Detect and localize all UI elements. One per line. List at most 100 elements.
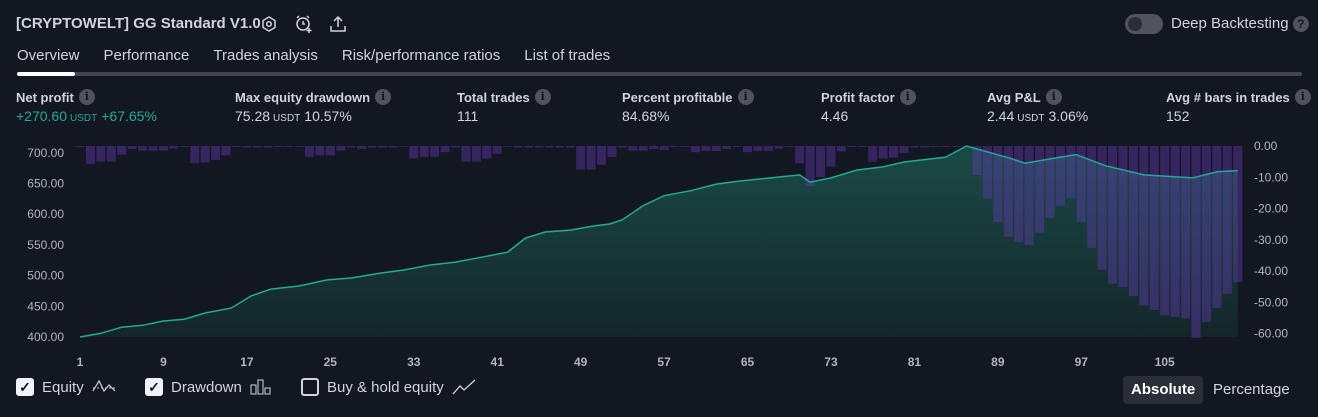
drawdown-bar: [1097, 146, 1107, 270]
right-axis-tick: -50.00: [1254, 295, 1288, 309]
drawdown-bar: [544, 146, 554, 148]
x-axis-tick: 105: [1155, 355, 1175, 369]
right-axis-tick: 0.00: [1254, 139, 1278, 153]
x-axis-tick: 73: [824, 355, 838, 369]
deep-backtesting-toggle[interactable]: [1125, 14, 1163, 34]
drawdown-bar: [503, 146, 513, 147]
drawdown-bar: [753, 146, 763, 151]
metric-value: 4.46: [821, 108, 849, 124]
drawdown-bar: [96, 146, 106, 162]
info-icon[interactable]: i: [78, 89, 95, 105]
metric-profit-factor: Profit factor i 4.46: [821, 89, 916, 124]
drawdown-bar: [743, 146, 753, 153]
drawdown-icon: [250, 379, 271, 395]
x-axis-tick: 25: [324, 355, 338, 369]
x-axis-tick: 81: [908, 355, 922, 369]
legend-label: Drawdown: [171, 378, 242, 396]
tab-risk-performance-ratios[interactable]: Risk/performance ratios: [341, 47, 501, 64]
drawdown-bar: [1066, 146, 1076, 198]
drawdown-bar: [117, 146, 127, 155]
drawdown-bar: [649, 146, 659, 150]
metric-value: 152: [1166, 108, 1190, 124]
drawdown-bar: [1076, 146, 1086, 222]
percentage-button[interactable]: Percentage: [1213, 381, 1290, 398]
add-alert-icon[interactable]: [294, 14, 314, 34]
legend-buy-hold-equity[interactable]: Buy & hold equity: [301, 378, 476, 396]
settings-icon[interactable]: [259, 14, 279, 34]
drawdown-bar: [586, 146, 596, 170]
drawdown-bar: [179, 146, 189, 147]
drawdown-bar: [1128, 146, 1138, 296]
metric-label: Total trades: [457, 89, 530, 105]
metric-label: Net profit: [16, 89, 74, 105]
left-axis-tick: 700.00: [27, 146, 64, 160]
drawdown-bar: [1212, 146, 1222, 308]
drawdown-bar: [169, 146, 179, 149]
drawdown-bar: [492, 146, 502, 154]
equity-icon: [92, 379, 116, 393]
info-icon[interactable]: i: [737, 89, 754, 105]
drawdown-bar: [930, 146, 940, 147]
deep-backtesting-text: Deep Backtesting: [1171, 15, 1289, 32]
drawdown-bar: [941, 146, 951, 147]
tab-scrollbar-thumb[interactable]: [17, 72, 75, 76]
info-icon[interactable]: i: [534, 89, 551, 105]
drawdown-bar: [805, 146, 815, 186]
drawdown-bar: [701, 146, 711, 151]
drawdown-bar: [555, 146, 565, 148]
info-icon[interactable]: i: [375, 89, 392, 105]
info-icon[interactable]: i: [1045, 89, 1062, 105]
x-axis-tick: 1: [77, 355, 84, 369]
right-axis-tick: -30.00: [1254, 233, 1288, 247]
drawdown-bar: [346, 146, 356, 148]
drawdown-bar: [231, 146, 241, 147]
drawdown-bar: [367, 146, 377, 148]
info-icon[interactable]: i: [899, 89, 916, 105]
drawdown-bar: [252, 146, 262, 148]
drawdown-bar: [106, 146, 116, 162]
equity-drawdown-chart[interactable]: 700.00650.00600.00550.00500.00450.00400.…: [0, 0, 1318, 372]
equity-checkbox[interactable]: ✓: [16, 378, 34, 396]
absolute-button[interactable]: Absolute: [1123, 376, 1204, 404]
tab-list-of-trades[interactable]: List of trades: [524, 47, 611, 64]
metric-percent: 3.06%: [1048, 108, 1089, 124]
help-icon[interactable]: ?: [1292, 16, 1309, 32]
tab-performance[interactable]: Performance: [103, 47, 190, 64]
drawdown-bar: [284, 146, 294, 147]
metric-label: Profit factor: [821, 89, 895, 105]
export-icon[interactable]: [328, 14, 348, 34]
right-axis-tick: -40.00: [1254, 264, 1288, 278]
metric-value: 111: [457, 108, 479, 124]
drawdown-bar: [85, 146, 95, 165]
info-icon[interactable]: i: [1294, 89, 1311, 105]
left-axis-tick: 400.00: [27, 330, 64, 344]
drawdown-bar: [1087, 146, 1097, 248]
drawdown-bar: [471, 146, 481, 162]
drawdown-bar: [972, 146, 982, 176]
drawdown-bar: [325, 146, 335, 156]
x-axis-tick: 57: [657, 355, 671, 369]
drawdown-bar: [1014, 146, 1024, 242]
drawdown-bar: [294, 146, 304, 147]
drawdown-bar: [461, 146, 471, 162]
metric-label: Max equity drawdown: [235, 89, 371, 105]
tab-scrollbar[interactable]: [17, 72, 1302, 76]
tab-trades-analysis[interactable]: Trades analysis: [213, 47, 318, 64]
metric-avg-pnl: Avg P&L i 2.44 USDT 3.06%: [987, 89, 1088, 124]
tab-overview[interactable]: Overview: [17, 47, 80, 64]
legend-label: Buy & hold equity: [327, 378, 444, 396]
x-axis-tick: 41: [491, 355, 505, 369]
buy-hold-checkbox[interactable]: [301, 378, 319, 396]
legend-equity[interactable]: ✓ Equity: [16, 378, 116, 396]
equity-area: [80, 146, 1238, 337]
legend-label: Equity: [42, 378, 84, 396]
drawdown-bar: [951, 146, 961, 147]
drawdown-checkbox[interactable]: ✓: [145, 378, 163, 396]
drawdown-bar: [440, 146, 450, 153]
drawdown-bar: [377, 146, 387, 148]
metric-net-profit: Net profit i +270.60 USDT +67.65%: [16, 89, 157, 124]
buy-hold-icon: [452, 379, 476, 395]
metric-unit: USDT: [70, 113, 98, 124]
drawdown-bar: [722, 146, 732, 150]
legend-drawdown[interactable]: ✓ Drawdown: [145, 378, 272, 396]
